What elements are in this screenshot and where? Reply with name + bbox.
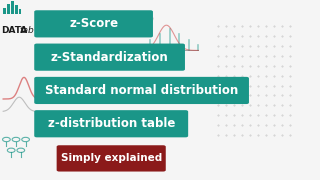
FancyBboxPatch shape (11, 1, 14, 14)
Text: z-Standardization: z-Standardization (51, 51, 168, 64)
FancyBboxPatch shape (3, 8, 6, 14)
Text: Standard normal distribution: Standard normal distribution (45, 84, 238, 97)
FancyBboxPatch shape (7, 4, 10, 14)
FancyBboxPatch shape (15, 5, 18, 14)
Text: z-Score: z-Score (69, 17, 118, 30)
Text: z-distribution table: z-distribution table (47, 117, 175, 130)
Text: DATA: DATA (2, 26, 28, 35)
FancyBboxPatch shape (57, 145, 166, 172)
FancyBboxPatch shape (34, 10, 153, 37)
FancyBboxPatch shape (34, 110, 188, 137)
Text: tab: tab (20, 26, 35, 35)
Text: Simply explained: Simply explained (60, 153, 162, 163)
FancyBboxPatch shape (19, 9, 21, 14)
FancyBboxPatch shape (34, 44, 185, 71)
FancyBboxPatch shape (34, 77, 249, 104)
